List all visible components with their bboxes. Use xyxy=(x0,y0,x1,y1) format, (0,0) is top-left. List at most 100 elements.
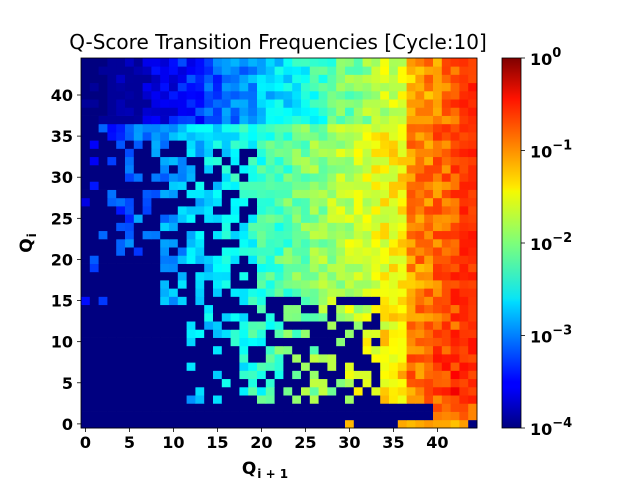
heatmap-cell xyxy=(204,238,214,248)
heatmap-cell xyxy=(389,66,399,75)
heatmap-cell xyxy=(309,354,319,363)
heatmap-cell xyxy=(195,345,205,355)
heatmap-cell xyxy=(133,181,143,190)
heatmap-cell xyxy=(213,370,223,380)
heatmap-cell xyxy=(283,115,293,125)
heatmap-cell xyxy=(89,354,99,363)
heatmap-cell xyxy=(353,148,363,158)
heatmap-cell xyxy=(177,107,187,116)
heatmap-cell xyxy=(177,386,187,396)
heatmap-cell xyxy=(283,403,293,412)
heatmap-cell xyxy=(81,197,91,207)
heatmap-cell xyxy=(151,164,161,174)
heatmap-cell xyxy=(309,82,319,92)
colorbar-tick-label: 10−1 xyxy=(530,139,572,162)
heatmap-cell xyxy=(362,247,372,256)
heatmap-cell xyxy=(336,395,346,404)
heatmap-cell xyxy=(89,115,99,125)
heatmap-cell xyxy=(160,329,170,338)
heatmap-cell xyxy=(257,58,267,67)
heatmap-cell xyxy=(397,189,407,199)
heatmap-cell xyxy=(98,74,108,84)
heatmap-cell xyxy=(265,132,275,141)
heatmap-cell xyxy=(265,156,275,166)
heatmap-cell xyxy=(133,74,143,84)
heatmap-cell xyxy=(424,58,434,67)
heatmap-cell xyxy=(318,164,328,174)
heatmap-cell xyxy=(450,378,460,388)
heatmap-cell xyxy=(301,222,311,232)
heatmap-cell xyxy=(397,321,407,330)
heatmap-cell xyxy=(142,148,152,158)
heatmap-cell xyxy=(230,329,240,338)
heatmap-cell xyxy=(177,403,187,412)
heatmap-cell xyxy=(116,214,126,223)
heatmap-cell xyxy=(424,132,434,141)
heatmap-cell xyxy=(81,403,91,412)
heatmap-cell xyxy=(327,181,337,190)
heatmap-cell xyxy=(380,90,390,100)
heatmap-cell xyxy=(204,206,214,215)
heatmap-cell xyxy=(380,181,390,190)
heatmap-cell xyxy=(292,362,302,371)
heatmap-cell xyxy=(433,107,443,116)
heatmap-cell xyxy=(371,164,381,174)
heatmap-cell xyxy=(371,304,381,314)
heatmap-cell xyxy=(160,263,170,273)
heatmap-cell xyxy=(345,214,355,223)
heatmap-cell xyxy=(213,66,223,75)
heatmap-cell xyxy=(257,99,267,108)
heatmap-cell xyxy=(406,189,416,199)
heatmap-cell xyxy=(142,173,152,182)
heatmap-cell xyxy=(353,411,363,421)
heatmap-cell xyxy=(468,288,478,297)
heatmap-cell xyxy=(283,288,293,297)
heatmap-cell xyxy=(81,74,91,84)
heatmap-cell xyxy=(459,148,469,158)
heatmap-cell xyxy=(433,99,443,108)
heatmap-cell xyxy=(450,132,460,141)
heatmap-cell xyxy=(415,395,425,404)
heatmap-cell xyxy=(301,370,311,380)
heatmap-cell xyxy=(415,99,425,108)
heatmap-cell xyxy=(459,74,469,84)
heatmap-cell xyxy=(292,173,302,182)
heatmap-cell xyxy=(274,263,284,273)
heatmap-cell xyxy=(89,197,99,207)
heatmap-cell xyxy=(98,173,108,182)
heatmap-cell xyxy=(380,206,390,215)
heatmap-cell xyxy=(169,99,179,108)
heatmap-cell xyxy=(415,132,425,141)
heatmap-cell xyxy=(98,214,108,223)
heatmap-cell xyxy=(309,115,319,125)
heatmap-cell xyxy=(177,173,187,182)
heatmap-cell xyxy=(441,337,451,347)
heatmap-cell xyxy=(177,329,187,338)
heatmap-cell xyxy=(186,99,196,108)
heatmap-cell xyxy=(142,354,152,363)
heatmap-cell xyxy=(371,247,381,256)
heatmap-cell xyxy=(248,238,258,248)
heatmap-cell xyxy=(98,362,108,371)
heatmap-cell xyxy=(221,386,231,396)
heatmap-cell xyxy=(345,354,355,363)
heatmap-cell xyxy=(257,280,267,289)
heatmap-cell xyxy=(204,354,214,363)
heatmap-cell xyxy=(239,238,249,248)
heatmap-cell xyxy=(142,296,152,306)
heatmap-cell xyxy=(169,247,179,256)
heatmap-cell xyxy=(125,58,135,67)
heatmap-cell xyxy=(186,132,196,141)
heatmap-cell xyxy=(204,132,214,141)
heatmap-cell xyxy=(186,222,196,232)
heatmap-cell xyxy=(177,197,187,207)
heatmap-cell xyxy=(248,386,258,396)
heatmap-cell xyxy=(318,312,328,322)
heatmap-cell xyxy=(433,74,443,84)
heatmap-cell xyxy=(301,206,311,215)
heatmap-cell xyxy=(133,403,143,412)
heatmap-cell xyxy=(169,255,179,264)
heatmap-cell xyxy=(142,58,152,67)
heatmap-cell xyxy=(327,66,337,75)
heatmap-cell xyxy=(415,411,425,421)
